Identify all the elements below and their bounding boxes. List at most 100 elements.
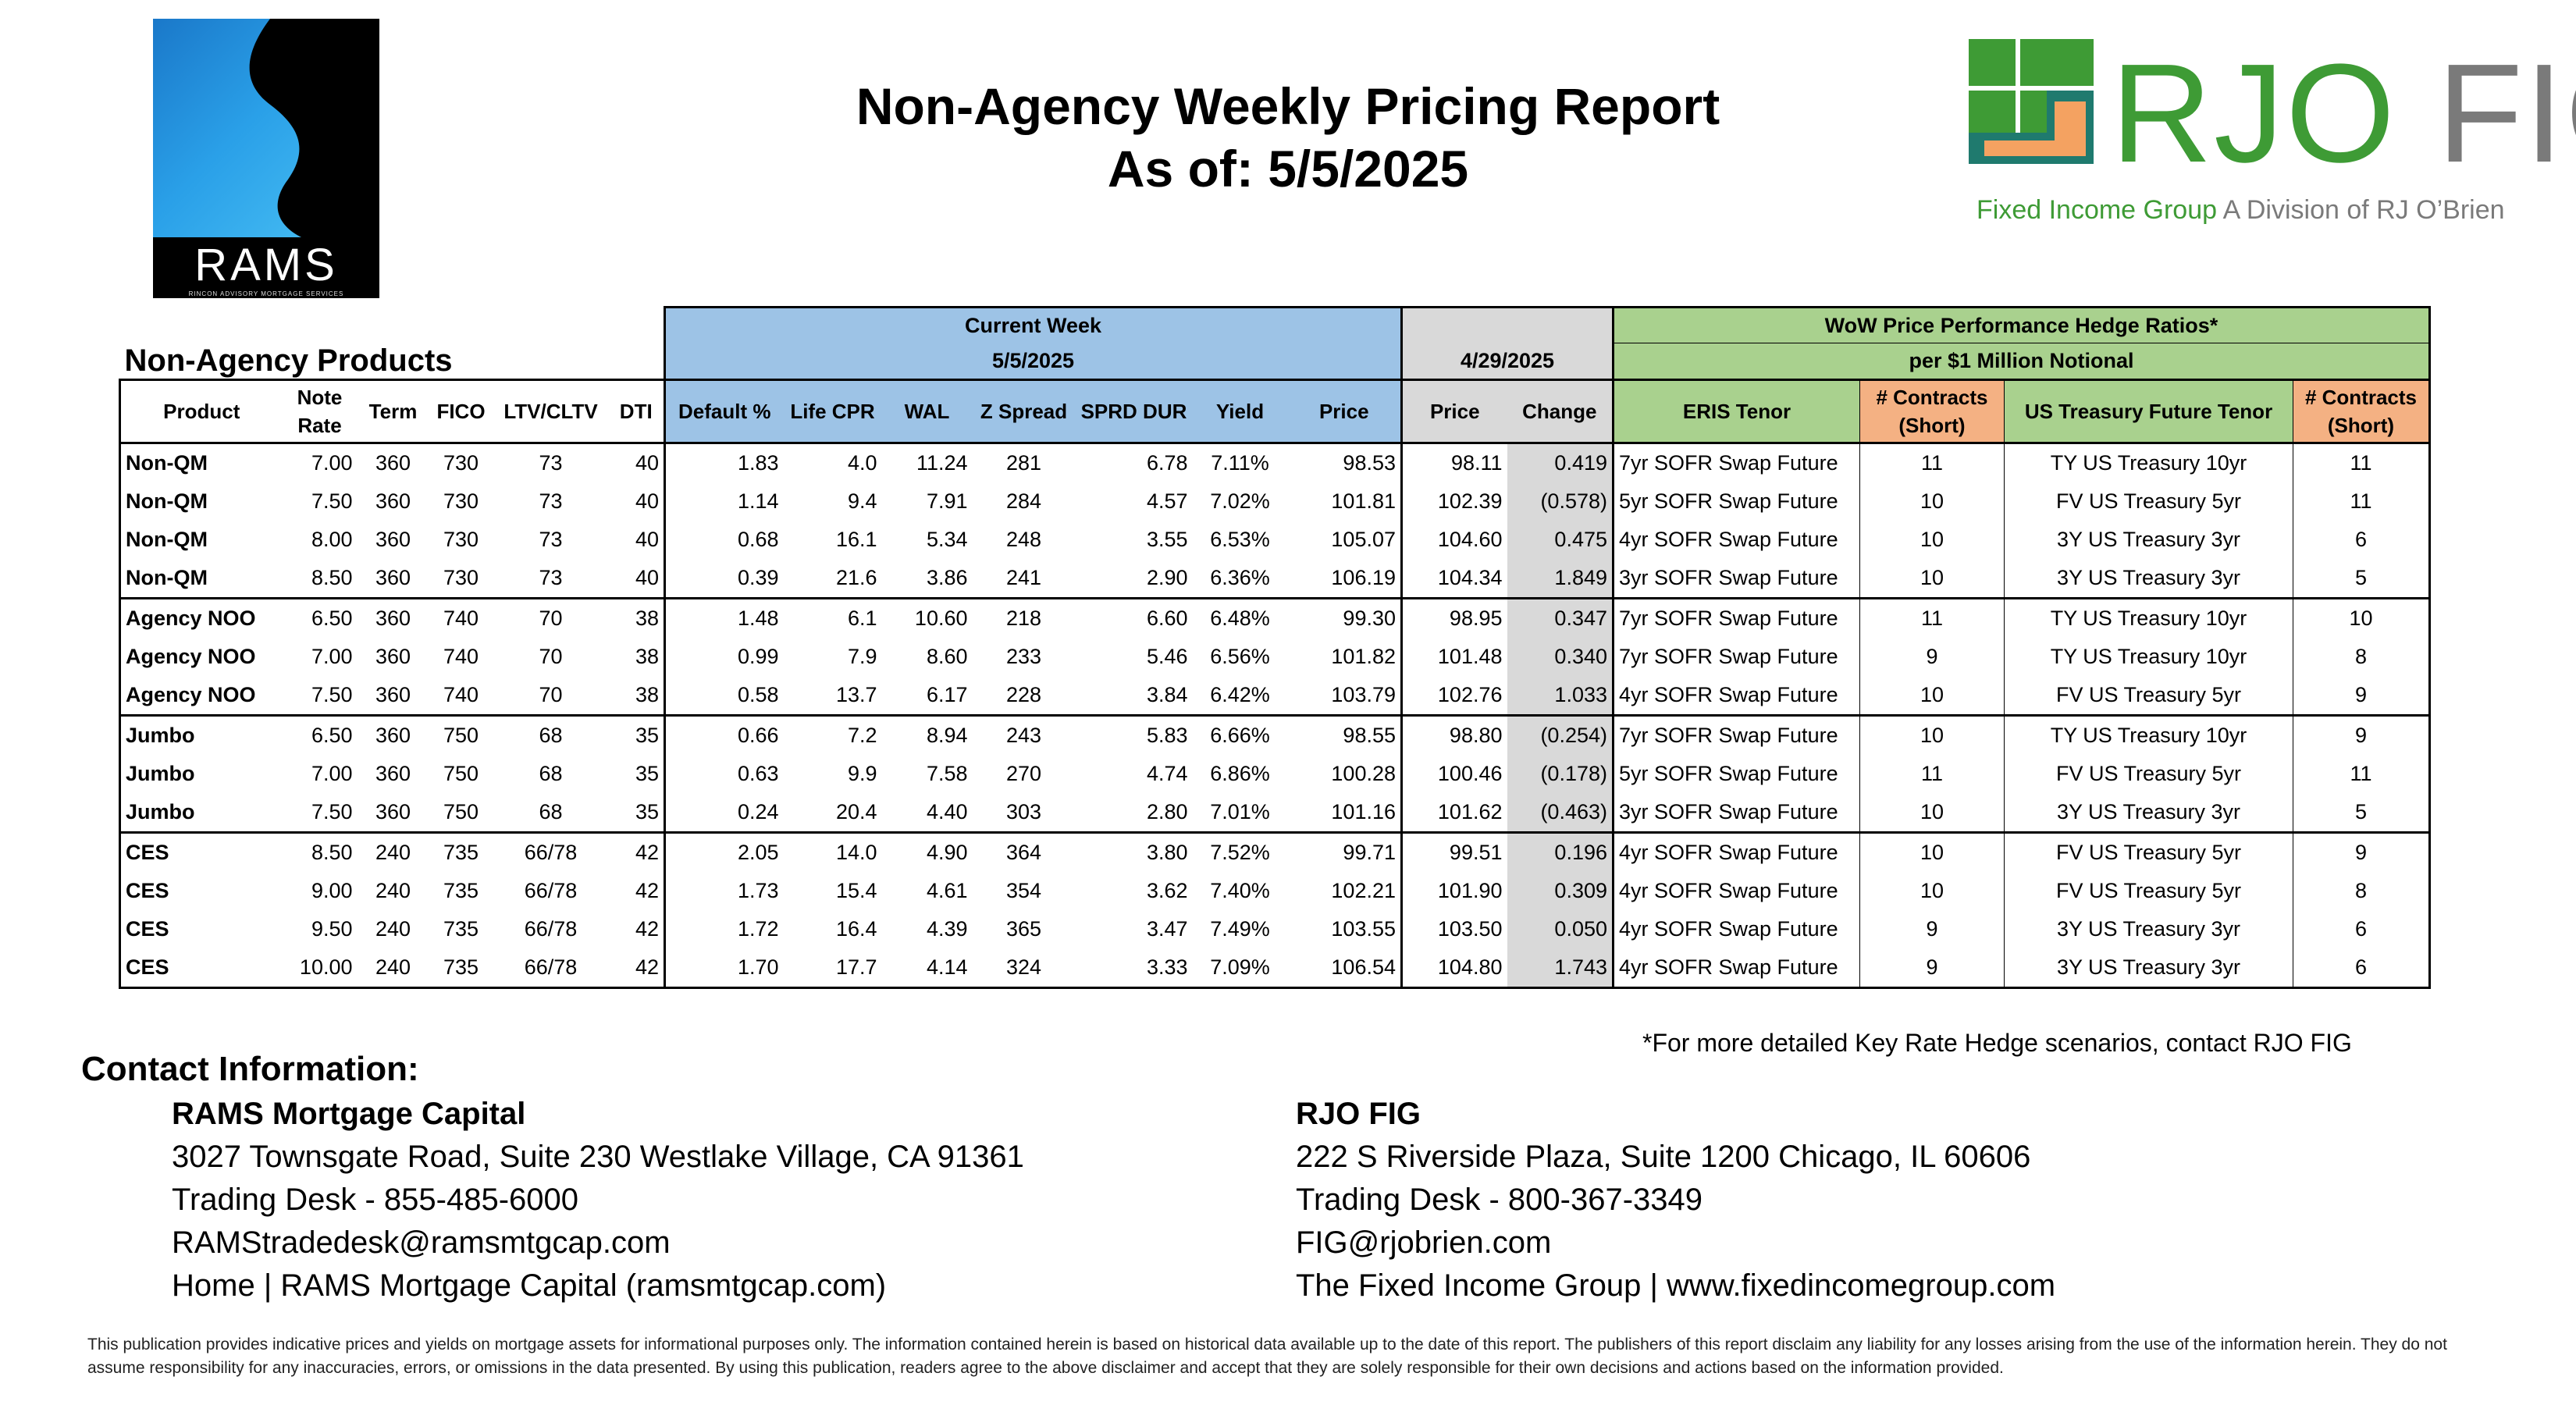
rams-tagline: RINCON ADVISORY MORTGAGE SERVICES (188, 290, 344, 297)
cell-ust: FV US Treasury 5yr (2004, 482, 2293, 521)
cell-prior-price: 104.60 (1437, 527, 1503, 551)
cell-ltv: 73 (539, 527, 563, 551)
rjo-contact-name: RJO FIG (1296, 1097, 1421, 1131)
table-row: Jumbo 6.50 360 750 68 35 0.66 7.2 8.94 243 5.83 6.6… (119, 713, 2431, 755)
cell-note-rate: 6.50 (282, 596, 358, 638)
cell-note-rate: 7.00 (311, 450, 353, 475)
cell-note-rate: 8.00 (311, 527, 353, 551)
hedge-subtitle: per $1 Million Notional (1613, 343, 2431, 379)
table-row: Non-QM 7.50 360 730 73 40 1.14 9.4 7.91 284 4.57 7.… (119, 482, 2431, 521)
cell-default: 1.70 (664, 948, 784, 989)
cell-z-spread: 233 (1005, 644, 1042, 668)
cell-term: 360 (375, 565, 411, 589)
col-prior-price: Price (1401, 378, 1507, 444)
cell-product: Agency NOO (119, 596, 283, 638)
cell-sprd-dur: 2.80 (1146, 799, 1188, 823)
cell-ust: 3Y US Treasury 3yr (2004, 948, 2293, 989)
cell-life-cpr: 20.4 (835, 799, 877, 823)
cell-note-rate: 7.50 (311, 489, 353, 513)
cell-ltv: 70 (493, 596, 609, 638)
cell-default: 0.24 (664, 792, 784, 832)
rjo-brand: RJO FIG (2111, 44, 2576, 184)
hedge-footnote: *For more detailed Key Rate Hedge scenar… (1642, 1029, 2352, 1057)
cell-ltv: 66/78 (493, 948, 609, 989)
cell-product: CES (119, 909, 283, 948)
cell-ust: TY US Treasury 10yr (2004, 596, 2293, 638)
cell-dti: 42 (635, 878, 659, 902)
cell-term: 360 (357, 713, 429, 755)
cell-yield: 7.09% (1192, 948, 1288, 989)
cell-prior-price: 104.34 (1437, 565, 1503, 589)
cell-note-rate: 7.50 (311, 799, 353, 823)
cell-prior-price: 101.90 (1437, 878, 1503, 902)
rams-contact-name: RAMS Mortgage Capital (172, 1097, 526, 1131)
cell-z-spread: 241 (1005, 565, 1042, 589)
cell-term: 240 (375, 878, 411, 902)
rams-contact-email[interactable]: RAMStradedesk@ramsmtgcap.com (172, 1225, 671, 1260)
prior-week-spacer (1401, 306, 1614, 343)
cell-product: Non-QM (119, 482, 283, 521)
cell-term: 240 (357, 948, 429, 989)
cell-ltv: 73 (539, 565, 563, 589)
rjo-contact-email[interactable]: FIG@rjobrien.com (1296, 1225, 1552, 1260)
cell-ust: FV US Treasury 5yr (2004, 871, 2293, 910)
cell-yield: 7.40% (1210, 878, 1270, 902)
cell-contracts1: 11 (1859, 754, 2005, 793)
cell-product: Jumbo (119, 792, 283, 832)
table-row: CES 8.50 240 735 66/78 42 2.05 14.0 4.90 364 3.80 7… (119, 831, 2431, 872)
cell-eris: 5yr SOFR Swap Future (1613, 482, 1860, 521)
cell-wal: 4.39 (926, 916, 968, 941)
contact-heading: Contact Information: (81, 1050, 419, 1088)
cell-default: 1.48 (664, 596, 784, 638)
cell-note-rate: 8.50 (311, 565, 353, 589)
cell-ltv: 73 (539, 450, 563, 475)
cell-z-spread: 364 (972, 831, 1076, 872)
cell-contracts1: 10 (1859, 871, 2005, 910)
cell-yield: 6.36% (1210, 565, 1270, 589)
cell-sprd-dur: 3.47 (1146, 916, 1188, 941)
cell-note-rate: 7.50 (311, 682, 353, 706)
rjo-brand-rjo: RJO (2111, 35, 2396, 192)
cell-dti: 42 (608, 948, 665, 989)
cell-yield: 7.02% (1210, 489, 1270, 513)
cell-note-rate: 8.50 (282, 831, 358, 872)
cell-sprd-dur: 3.33 (1075, 948, 1193, 989)
cell-term: 360 (375, 682, 411, 706)
rjo-contact-web[interactable]: The Fixed Income Group | www.fixedincome… (1296, 1268, 2056, 1303)
cell-term: 360 (375, 450, 411, 475)
cell-life-cpr: 21.6 (835, 565, 877, 589)
rjo-subtitle: Fixed Income Group A Division of RJ O’Br… (1976, 195, 2505, 226)
cell-contracts2: 6 (2293, 909, 2431, 948)
cell-note-rate: 10.00 (282, 948, 358, 989)
cell-change: 0.347 (1507, 596, 1614, 638)
col-wal: WAL (881, 378, 973, 444)
cell-fico: 740 (443, 644, 479, 668)
col-ltv: LTV/CLTV (493, 378, 609, 444)
cell-term: 240 (357, 831, 429, 872)
cell-prior-price: 103.50 (1437, 916, 1503, 941)
cell-sprd-dur: 3.62 (1146, 878, 1188, 902)
cell-wal: 11.24 (916, 450, 968, 475)
cell-product: CES (119, 871, 283, 910)
col-price: Price (1287, 378, 1403, 444)
rams-contact-web[interactable]: Home | RAMS Mortgage Capital (ramsmtgcap… (172, 1268, 887, 1303)
cell-sprd-dur: 2.90 (1146, 565, 1188, 589)
cell-z-spread: 281 (1005, 450, 1042, 475)
cell-ust: 3Y US Treasury 3yr (2004, 520, 2293, 559)
cell-change: (0.578) (1507, 482, 1614, 521)
cell-price: 103.55 (1287, 909, 1403, 948)
cell-fico: 735 (443, 916, 479, 941)
cell-price: 103.79 (1287, 675, 1403, 715)
table-row: CES 10.00 240 735 66/78 42 1.70 17.7 4.14 324 3.33… (119, 948, 2431, 989)
cell-sprd-dur: 4.57 (1146, 489, 1188, 513)
cell-z-spread: 248 (1005, 527, 1042, 551)
cell-default: 0.66 (664, 713, 784, 755)
cell-contracts2: 6 (2293, 520, 2431, 559)
cell-dti: 35 (635, 761, 659, 785)
cell-prior-price: 98.11 (1450, 450, 1503, 475)
cell-eris: 4yr SOFR Swap Future (1613, 948, 1860, 989)
cell-sprd-dur: 6.78 (1146, 450, 1188, 475)
cell-fico: 730 (443, 565, 479, 589)
cell-contracts2: 11 (2293, 482, 2431, 521)
cell-z-spread: 284 (1005, 489, 1042, 513)
